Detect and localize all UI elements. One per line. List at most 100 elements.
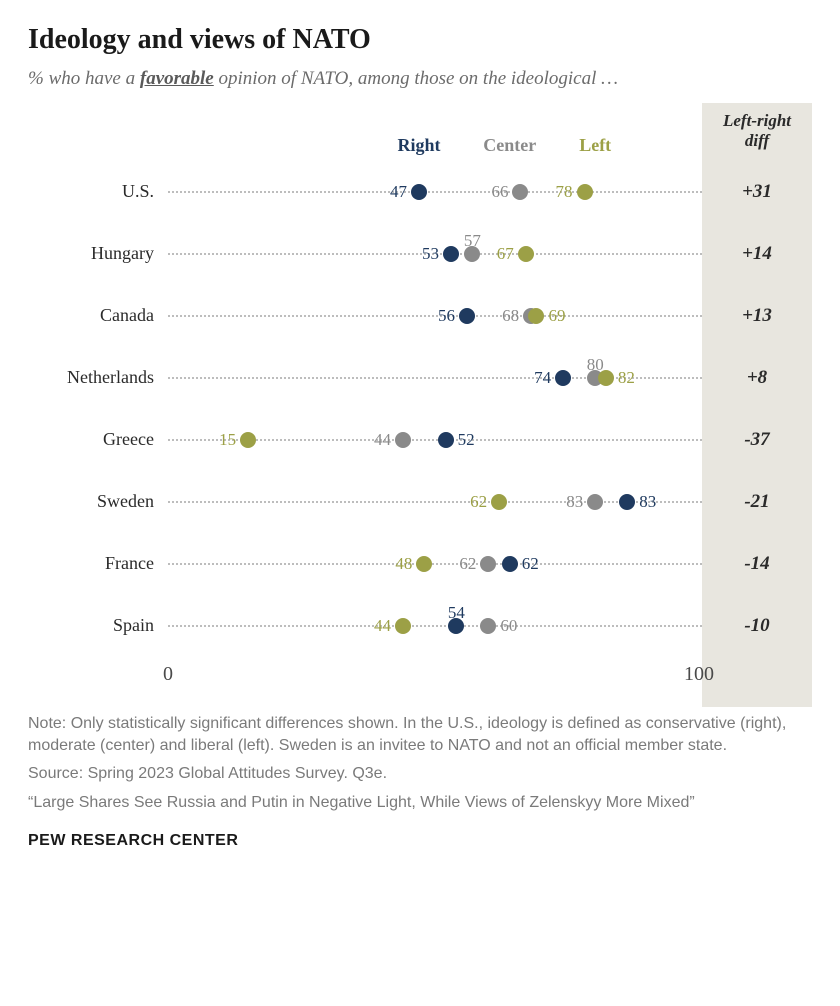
- dot-right: [443, 246, 459, 262]
- chart-main: RightCenterLeft U.S.476678Hungary535767C…: [28, 103, 702, 707]
- chart-subtitle: % who have a favorable opinion of NATO, …: [28, 66, 812, 93]
- dot-left: [518, 246, 534, 262]
- dot-right: [502, 556, 518, 572]
- dot-label-left: 15: [219, 430, 236, 450]
- subtitle-emph: favorable: [140, 68, 214, 89]
- quote-text: “Large Shares See Russia and Putin in Ne…: [28, 792, 812, 814]
- chart-row: Spain 44 54 60: [28, 595, 702, 657]
- chart-row: Sweden 62 83 83: [28, 471, 702, 533]
- dot-label-center: 68: [502, 306, 519, 326]
- dot-right: [438, 432, 454, 448]
- dot-left: [395, 618, 411, 634]
- legend-center: Center: [483, 135, 536, 156]
- dot-center: [480, 618, 496, 634]
- dot-label-center: 57: [464, 231, 481, 251]
- axis-spacer: [28, 657, 168, 707]
- row-label: Canada: [28, 305, 168, 326]
- axis-track: 0 100: [168, 657, 702, 707]
- row-track: 476678: [168, 161, 702, 223]
- row-track: 56 68 69: [168, 285, 702, 347]
- dot-right: [555, 370, 571, 386]
- dot-label-center: 44: [374, 430, 391, 450]
- diff-container: +31+14+13+8-37-21-14-10: [702, 161, 812, 657]
- dot-label-center: 62: [459, 554, 476, 574]
- row-gridline: [168, 315, 702, 317]
- row-track: 74 80 82: [168, 347, 702, 409]
- dot-right: [619, 494, 635, 510]
- chart-row: France 48 62 62: [28, 533, 702, 595]
- dot-label-left: 82: [618, 368, 635, 388]
- chart-container: RightCenterLeft U.S.476678Hungary535767C…: [28, 103, 812, 707]
- dot-right: [411, 184, 427, 200]
- rows-container: U.S.476678Hungary535767Canada566869Nethe…: [28, 161, 702, 657]
- dot-center: [480, 556, 496, 572]
- axis-min-label: 0: [163, 663, 173, 686]
- row-gridline: [168, 625, 702, 627]
- axis-max-label: 100: [684, 663, 714, 686]
- dot-left: [528, 308, 544, 324]
- diff-value: +8: [702, 347, 812, 409]
- legend-left: Left: [579, 135, 611, 156]
- row-track: 48 62 62: [168, 533, 702, 595]
- diff-value: -10: [702, 595, 812, 657]
- dot-center: [395, 432, 411, 448]
- row-track: 53 57 67: [168, 223, 702, 285]
- diff-value: -21: [702, 471, 812, 533]
- row-label: France: [28, 553, 168, 574]
- row-gridline: [168, 191, 702, 193]
- dot-label-right: 83: [639, 492, 656, 512]
- row-label: Greece: [28, 429, 168, 450]
- dot-label-left: 48: [395, 554, 412, 574]
- chart-row: Hungary 53 57 67: [28, 223, 702, 285]
- legend-right: Right: [397, 135, 440, 156]
- dot-label-left: 67: [497, 244, 514, 264]
- dot-left: [491, 494, 507, 510]
- brand-text: PEW RESEARCH CENTER: [28, 832, 812, 850]
- row-label: Netherlands: [28, 367, 168, 388]
- row-label: U.S.: [28, 181, 168, 202]
- chart-row: Greece 15 44 52: [28, 409, 702, 471]
- diff-value: +31: [702, 161, 812, 223]
- subtitle-post: opinion of NATO, among those on the ideo…: [214, 68, 618, 89]
- dot-label-right: 52: [458, 430, 475, 450]
- diff-value: +14: [702, 223, 812, 285]
- row-label: Sweden: [28, 491, 168, 512]
- row-track: 44 54 60: [168, 595, 702, 657]
- dot-label-left: 62: [470, 492, 487, 512]
- source-text: Source: Spring 2023 Global Attitudes Sur…: [28, 763, 812, 785]
- diff-column: Left-right diff +31+14+13+8-37-21-14-10: [702, 103, 812, 707]
- subtitle-pre: % who have a: [28, 68, 140, 89]
- dot-left: [577, 184, 593, 200]
- dot-label-right: 53: [422, 244, 439, 264]
- row-track: 15 44 52: [168, 409, 702, 471]
- dot-label-right: 54: [448, 603, 465, 623]
- dot-label-left: 69: [548, 306, 565, 326]
- legend-row: Right Center Left: [28, 103, 702, 161]
- dot-label-left: 78: [556, 182, 573, 202]
- diff-value: +13: [702, 285, 812, 347]
- dot-label-center: 80: [587, 355, 604, 375]
- dot-label-center: 60: [500, 616, 517, 636]
- axis-row: 0 100: [28, 657, 702, 707]
- diff-value: -14: [702, 533, 812, 595]
- dot-label-center: 66: [491, 182, 508, 202]
- dot-center: [512, 184, 528, 200]
- chart-row: Netherlands 74 80 82: [28, 347, 702, 409]
- note-text: Note: Only statistically significant dif…: [28, 713, 812, 758]
- row-track: 62 83 83: [168, 471, 702, 533]
- row-label: Spain: [28, 615, 168, 636]
- dot-label-center: 83: [566, 492, 583, 512]
- chart-row: U.S.476678: [28, 161, 702, 223]
- row-label: Hungary: [28, 243, 168, 264]
- chart-row: Canada 56 68 69: [28, 285, 702, 347]
- dot-label-right: 56: [438, 306, 455, 326]
- dot-label-right: 74: [534, 368, 551, 388]
- dot-label-left: 44: [374, 616, 391, 636]
- dot-left: [416, 556, 432, 572]
- diff-header: Left-right diff: [702, 103, 812, 161]
- diff-value: -37: [702, 409, 812, 471]
- dot-right: [459, 308, 475, 324]
- dot-label-right: 62: [522, 554, 539, 574]
- dot-left: [240, 432, 256, 448]
- dot-center: [587, 494, 603, 510]
